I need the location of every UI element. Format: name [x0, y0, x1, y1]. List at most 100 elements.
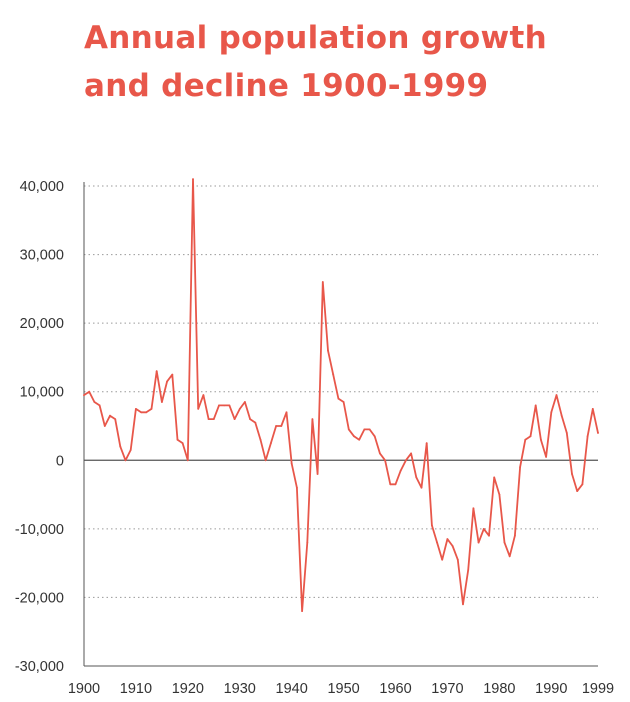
y-tick-label: 40,000	[20, 179, 64, 195]
data-point	[571, 473, 573, 475]
data-point	[451, 545, 454, 547]
data-point	[565, 432, 568, 434]
data-point	[306, 541, 309, 544]
data-point	[150, 408, 153, 410]
x-tick-label: 1930	[224, 681, 256, 697]
data-point	[576, 490, 579, 492]
data-point	[467, 569, 470, 571]
data-point	[332, 373, 335, 376]
data-point	[327, 349, 329, 352]
data-point	[228, 404, 231, 407]
data-point	[264, 459, 267, 462]
data-point	[301, 610, 303, 612]
gridlines	[84, 185, 598, 667]
x-tick-label: 1980	[483, 681, 515, 697]
data-point	[212, 418, 215, 420]
data-point	[524, 438, 527, 441]
data-point	[114, 418, 117, 420]
data-point	[119, 445, 122, 448]
series-line	[83, 178, 599, 612]
data-point	[431, 524, 433, 527]
data-point	[586, 435, 589, 438]
data-point	[233, 418, 236, 420]
y-tick-label: -20,000	[15, 590, 64, 606]
series-layer	[83, 178, 599, 612]
data-point	[223, 404, 226, 407]
data-point	[415, 476, 418, 479]
data-point	[353, 435, 355, 438]
x-tick-label: 1950	[327, 681, 359, 697]
data-point	[389, 483, 392, 486]
data-point	[498, 493, 501, 496]
data-point	[135, 408, 137, 410]
data-point	[347, 428, 350, 431]
data-point	[103, 425, 106, 427]
data-point	[493, 476, 496, 479]
data-point	[368, 428, 371, 431]
data-point	[545, 456, 547, 458]
data-point	[124, 459, 127, 462]
data-point	[477, 541, 480, 544]
data-point	[166, 380, 169, 383]
data-point	[207, 418, 210, 420]
data-point	[171, 373, 174, 376]
data-point	[446, 538, 449, 540]
x-axis-ticks: 1900 1910 1920 1930 1940 1950 1960 1970 1980 1990…	[68, 681, 614, 697]
data-point	[379, 452, 381, 455]
data-point	[321, 281, 324, 283]
data-point	[597, 432, 599, 434]
data-point	[462, 603, 464, 606]
data-point	[420, 486, 423, 489]
data-point	[519, 466, 521, 468]
data-point	[529, 435, 532, 438]
data-point	[508, 555, 511, 558]
x-tick-label: 1970	[431, 681, 463, 697]
data-point	[129, 449, 132, 451]
x-tick-label: 1920	[172, 681, 204, 697]
data-point	[591, 408, 594, 410]
data-point	[186, 459, 189, 462]
data-point	[363, 428, 366, 431]
chart-title: Annual population growth and decline 190…	[84, 20, 547, 104]
data-point	[342, 401, 345, 403]
data-point	[503, 541, 506, 544]
data-point	[560, 414, 563, 417]
data-point	[514, 534, 516, 537]
y-tick-label: -10,000	[15, 522, 64, 538]
data-point	[202, 394, 205, 396]
data-point	[161, 401, 163, 403]
x-tick-label: 1940	[276, 681, 308, 697]
data-point	[311, 418, 314, 420]
data-point	[145, 411, 148, 414]
data-point	[472, 507, 475, 510]
data-point	[488, 534, 490, 537]
x-tick-label: 1900	[68, 681, 100, 697]
data-point	[534, 404, 537, 407]
data-point	[176, 438, 179, 441]
data-point	[410, 452, 412, 455]
data-point	[394, 483, 397, 486]
axes	[83, 182, 598, 667]
data-point	[280, 425, 283, 427]
x-tick-label: 1960	[379, 681, 411, 697]
data-point	[93, 401, 96, 403]
data-point	[218, 404, 220, 407]
data-point	[540, 438, 542, 441]
data-point	[358, 438, 361, 441]
data-point	[405, 459, 407, 462]
y-tick-label: 30,000	[20, 248, 64, 264]
data-point	[337, 397, 340, 400]
data-point	[441, 558, 444, 561]
data-point	[384, 459, 386, 462]
y-axis-ticks: 40,000 30,000 20,000 10,000 0 -10,000 -20,000 -…	[15, 179, 64, 675]
data-point	[581, 483, 584, 486]
data-point	[296, 486, 298, 489]
y-tick-label: 10,000	[20, 385, 64, 401]
data-point	[259, 438, 262, 441]
data-point	[290, 462, 293, 465]
data-point	[482, 528, 485, 530]
data-point	[285, 411, 288, 414]
data-point	[254, 421, 257, 424]
